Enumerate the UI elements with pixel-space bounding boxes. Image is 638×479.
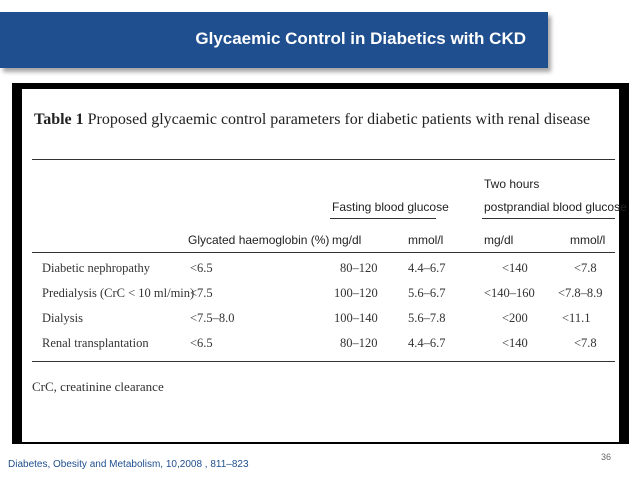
cell-fasting-mmol: 4.4–6.7 [408,261,446,275]
cell-postprandial-mgdl: <140 [502,261,528,275]
col-header-fasting-mgdl: mg/dl [332,233,362,247]
table-caption: Table 1 Proposed glycaemic control param… [34,111,590,129]
table-image-frame: Table 1 Proposed glycaemic control param… [12,83,629,444]
table-footnote: CrC, creatinine clearance [32,379,164,394]
cell-fasting-mgdl: 80–120 [340,261,378,275]
cell-fasting-mgdl: 100–140 [334,311,378,325]
page-number: 36 [600,452,611,462]
cell-postprandial-mmol: <11.1 [562,311,591,325]
col-header-postprandial-mmol: mmol/l [570,233,606,247]
row-label: Dialysis [42,311,83,325]
cell-fasting-mmol: 5.6–7.8 [408,311,446,325]
row-label: Predialysis (CrC < 10 ml/min) [42,286,195,300]
table-caption-label: Table 1 [34,111,84,128]
cell-fasting-mmol: 4.4–6.7 [408,336,446,350]
slide-title: Glycaemic Control in Diabetics with CKD [195,29,526,48]
row-label: Diabetic nephropathy [42,261,150,275]
postprandial-header-line2: postprandial blood glucose [484,200,627,214]
fasting-group-header: Fasting blood glucose [332,200,449,214]
row-label: Renal transplantation [42,336,149,350]
cell-hba1c: <6.5 [190,336,213,350]
cell-postprandial-mgdl: <140–160 [484,286,535,300]
cell-fasting-mgdl: 80–120 [340,336,378,350]
cell-fasting-mgdl: 100–120 [334,286,378,300]
cell-postprandial-mmol: <7.8 [574,261,597,275]
col-header-fasting-mmol: mmol/l [408,233,444,247]
header-rule [32,252,615,253]
col-header-hba1c: Glycated haemoglobin (%) [188,233,330,247]
citation: Diabetes, Obesity and Metabolism, 10,200… [8,459,249,470]
bottom-rule [32,361,615,362]
cell-fasting-mmol: 5.6–6.7 [408,286,446,300]
cell-postprandial-mmol: <7.8–8.9 [558,286,603,300]
fasting-group-rule [330,218,436,219]
postprandial-header-line1: Two hours [484,177,540,191]
table-image: Table 1 Proposed glycaemic control param… [22,89,627,442]
top-rule [32,159,615,160]
col-header-postprandial-mgdl: mg/dl [484,233,514,247]
cell-hba1c: <7.5 [190,286,213,300]
cell-postprandial-mgdl: <140 [502,336,528,350]
title-banner: Glycaemic Control in Diabetics with CKD [0,12,548,68]
cell-postprandial-mgdl: <200 [502,311,528,325]
cell-postprandial-mmol: <7.8 [574,336,597,350]
cell-hba1c: <7.5–8.0 [190,311,235,325]
table-caption-text: Proposed glycaemic control parameters fo… [87,111,591,128]
postprandial-group-rule [482,218,615,219]
cell-hba1c: <6.5 [190,261,213,275]
